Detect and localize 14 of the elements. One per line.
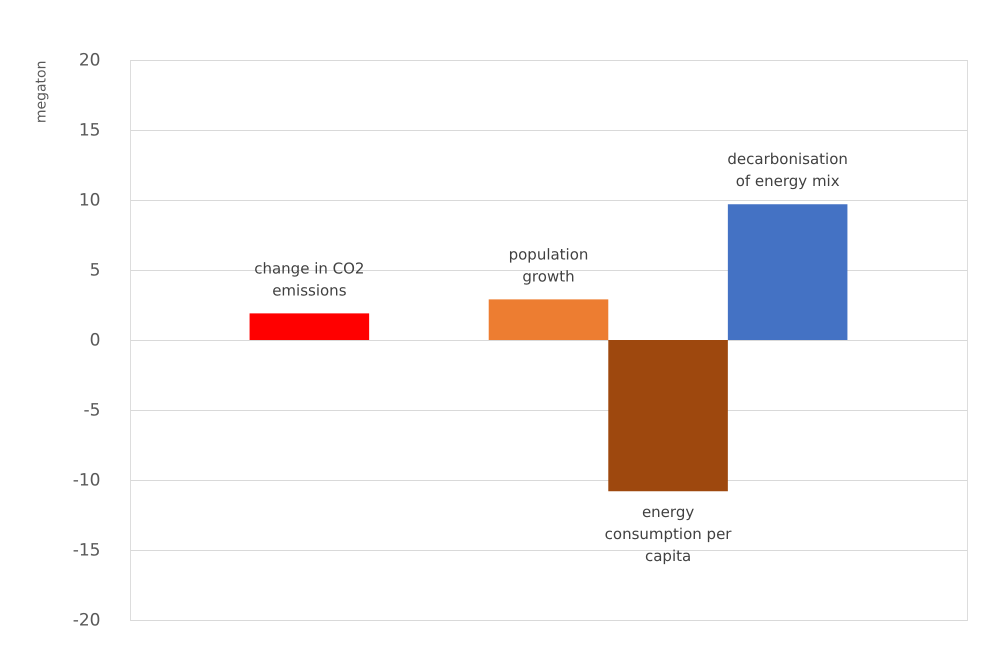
y-tick-label: 10 [78, 190, 100, 210]
y-axis-title: megaton [34, 60, 50, 124]
y-tick-label: 0 [90, 330, 100, 350]
series-label: energy consumption per capita [604, 503, 732, 566]
series-label: decarbonisation of energy mix [727, 150, 848, 190]
y-tick-label: -10 [72, 470, 100, 490]
y-tick-label: 5 [90, 260, 100, 280]
y-tick-label: -15 [72, 540, 100, 560]
y-tick-label: 15 [78, 120, 100, 140]
series-label: change in CO2 emissions [254, 259, 364, 300]
y-tick-label: -5 [84, 400, 100, 420]
series-label: population growth [508, 245, 588, 286]
y-tick-label: 20 [78, 50, 100, 70]
y-tick-label: -20 [72, 610, 100, 630]
